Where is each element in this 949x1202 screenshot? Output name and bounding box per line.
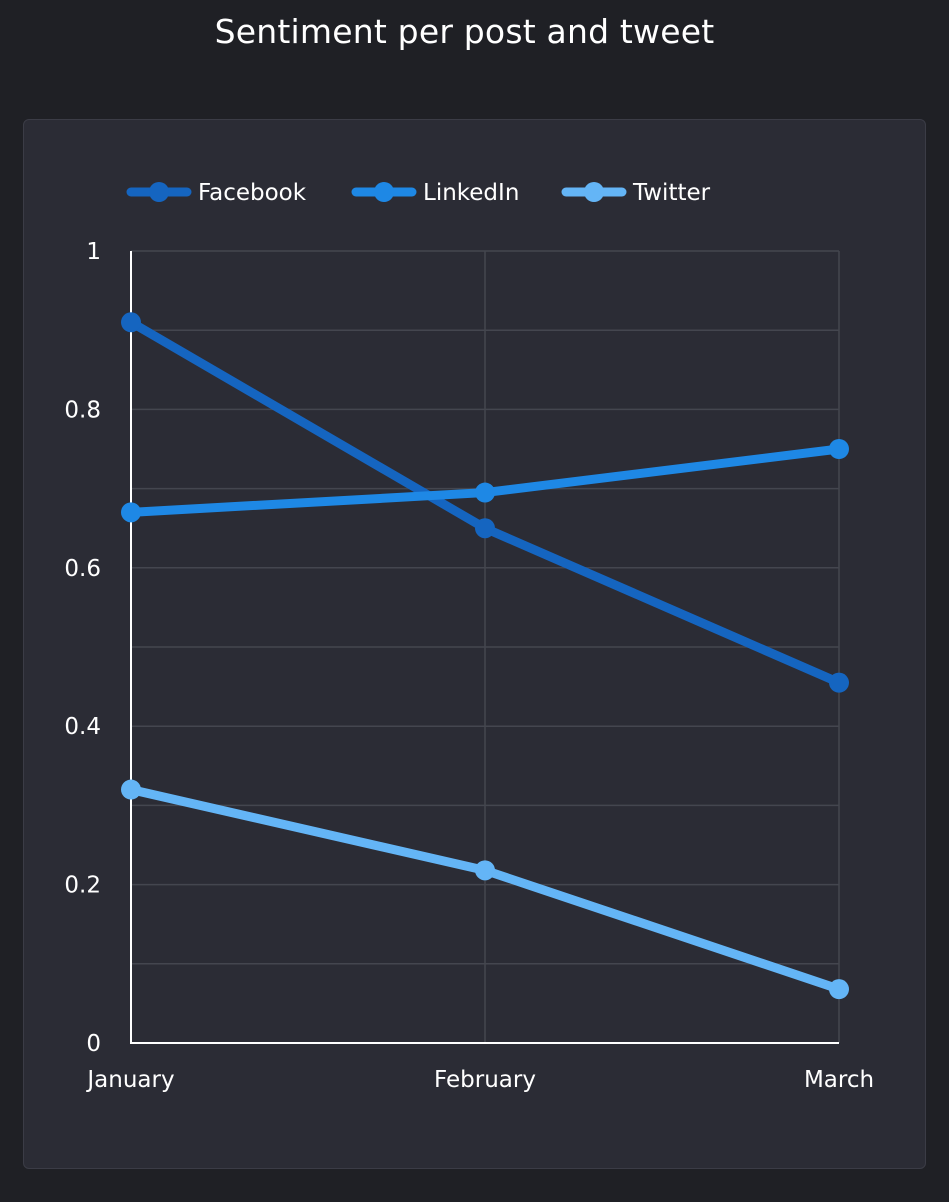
legend-item: LinkedIn xyxy=(351,180,519,206)
data-point xyxy=(475,482,495,503)
legend-label: Twitter xyxy=(632,180,711,206)
data-point xyxy=(829,672,849,693)
y-tick-label: 0.2 xyxy=(64,873,101,899)
data-point xyxy=(829,979,849,1000)
legend-item: Facebook xyxy=(126,180,307,206)
y-tick-label: 0.6 xyxy=(64,556,101,582)
x-tick-label: January xyxy=(85,1067,174,1093)
series-lines xyxy=(121,312,849,1000)
series-twitter xyxy=(121,779,849,1000)
legend: Facebook LinkedIn Twitter xyxy=(126,180,711,206)
y-tick-label: 0.4 xyxy=(64,714,101,740)
tick-labels: 0 0.2 0.4 0.6 0.8 1 January February March xyxy=(64,239,874,1093)
data-point xyxy=(475,518,495,539)
legend-item: Twitter xyxy=(561,180,711,206)
data-point xyxy=(121,312,141,333)
y-tick-label: 0 xyxy=(86,1031,101,1057)
chart-title: Sentiment per post and tweet xyxy=(214,12,715,51)
legend-swatch-marker xyxy=(584,182,604,202)
legend-swatch-marker xyxy=(149,182,169,202)
grid-lines xyxy=(131,250,840,1043)
legend-swatch-marker xyxy=(374,182,394,202)
legend-label: LinkedIn xyxy=(423,180,519,206)
data-point xyxy=(829,439,849,459)
axes xyxy=(130,251,839,1044)
data-point xyxy=(475,860,495,881)
data-point xyxy=(121,779,141,800)
data-point xyxy=(121,502,141,523)
chart-panel xyxy=(23,119,926,1169)
series-facebook xyxy=(121,312,849,693)
legend-label: Facebook xyxy=(198,180,307,206)
y-tick-label: 1 xyxy=(86,239,101,265)
y-tick-label: 0.8 xyxy=(64,397,101,423)
x-tick-label: March xyxy=(804,1067,874,1093)
x-tick-label: February xyxy=(434,1067,536,1093)
series-linkedin xyxy=(121,439,849,523)
